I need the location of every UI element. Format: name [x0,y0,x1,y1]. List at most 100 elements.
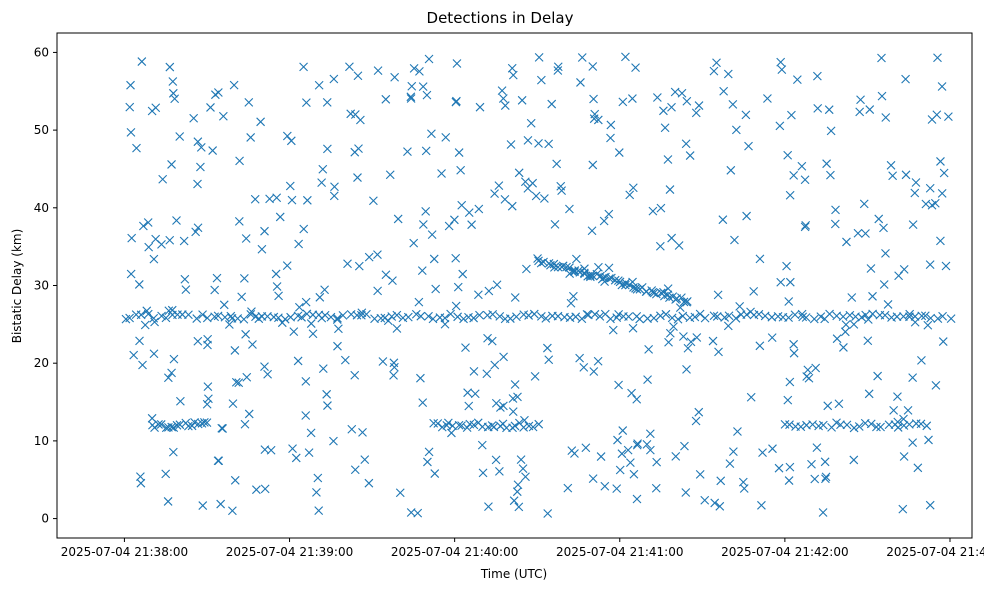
data-point [544,139,554,149]
data-point [927,200,937,210]
data-point [849,423,859,433]
data-point [443,418,453,428]
data-point [444,221,454,231]
data-point [755,341,765,351]
data-point [322,144,332,154]
data-point [673,314,683,324]
data-point [487,336,497,346]
data-point [507,201,517,211]
data-point [908,373,918,383]
data-point [595,312,605,321]
data-point [777,65,787,74]
data-point [510,293,520,302]
data-point [454,420,464,430]
data-point [450,215,459,225]
data-point [170,94,180,104]
data-point [416,311,426,321]
data-point [617,449,627,459]
data-point [428,314,438,324]
chart-title: Detections in Delay [427,9,574,27]
data-point [263,369,273,379]
data-point [520,415,529,425]
data-point [531,191,541,201]
data-point [226,311,236,321]
data-point [683,343,693,353]
data-point [633,439,642,448]
data-point [735,301,745,311]
data-point [729,447,738,457]
data-point [333,341,342,351]
data-point [575,353,585,363]
data-point [692,333,702,342]
data-point [571,312,581,322]
data-point [358,427,367,437]
data-point [812,71,822,81]
data-point [373,66,383,75]
data-point [317,178,327,187]
data-point [863,315,873,324]
data-point [229,80,239,90]
data-point [553,66,563,75]
data-point [714,347,723,357]
data-point [908,220,918,230]
data-point [610,275,620,285]
data-point [507,63,517,73]
data-point [920,311,930,321]
data-point [888,171,898,181]
data-point [892,312,902,322]
data-point [134,280,144,289]
data-point [175,132,185,141]
x-tick-label: 2025-07-04 21:40:00 [391,545,518,559]
data-point [376,313,386,323]
data-point [380,313,390,323]
data-point [922,421,932,431]
data-point [880,310,890,320]
data-point [568,291,578,301]
data-point [528,178,538,188]
data-point [665,328,675,338]
data-point [911,178,921,187]
data-point [944,112,953,121]
data-point [198,501,208,510]
y-tick-label: 50 [34,123,49,137]
data-point [421,146,431,156]
data-point [329,436,338,446]
data-point [946,314,956,323]
data-point [165,62,175,72]
data-point [937,82,947,91]
data-point [731,125,741,135]
data-point [168,88,178,98]
data-point [784,476,794,485]
data-point [579,363,589,372]
data-point [275,212,285,222]
data-point [824,105,834,115]
data-point [429,418,439,428]
data-point [313,473,323,483]
data-point [198,310,207,319]
data-point [519,422,529,432]
data-point [789,348,799,358]
data-point [577,314,587,324]
data-point [299,224,309,234]
data-point [767,333,777,343]
data-point [625,190,635,200]
data-point [521,472,530,482]
data-point [228,399,238,409]
data-point [577,53,587,62]
data-point [127,233,137,243]
data-point [246,309,256,319]
data-point [440,313,450,323]
data-point [512,312,521,322]
data-point [746,392,756,402]
data-point [758,448,767,457]
data-point [163,497,173,506]
data-point [719,86,729,96]
data-point [362,309,371,319]
data-point [936,236,945,246]
data-point [941,261,951,271]
data-point [418,398,428,408]
data-point [593,356,603,366]
data-point [355,115,365,125]
data-point [161,313,171,323]
data-point [322,97,332,107]
